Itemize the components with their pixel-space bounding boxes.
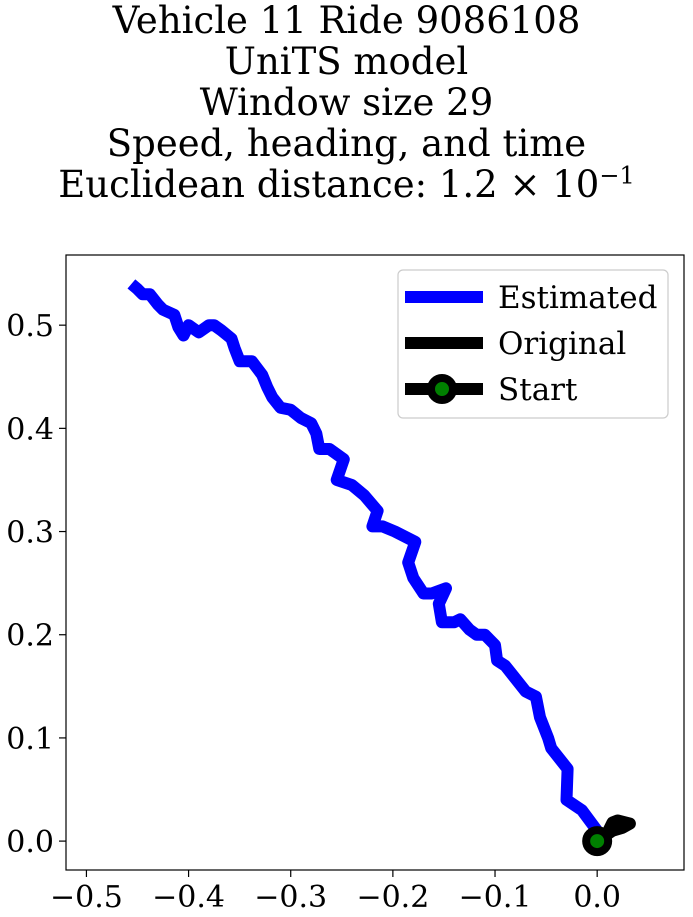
start-marker — [582, 826, 613, 857]
legend-label-estimated: Estimated — [498, 280, 657, 316]
legend-label-original: Original — [498, 326, 626, 362]
x-tick-label: −0.5 — [50, 880, 123, 915]
title-line-1: Vehicle 11 Ride 9086108 — [112, 0, 581, 42]
x-tick-label: 0.0 — [573, 880, 621, 915]
legend-box — [397, 269, 669, 419]
x-tick-label: −0.2 — [356, 880, 429, 915]
y-tick-label: 0.1 — [6, 722, 54, 757]
x-tick-label: −0.4 — [152, 880, 225, 915]
plot-area — [127, 279, 636, 857]
title-line-4: Speed, heading, and time — [106, 122, 587, 165]
y-tick-label: 0.2 — [6, 619, 54, 654]
chart-title: Vehicle 11 Ride 9086108 UniTS model Wind… — [0, 0, 693, 205]
legend-start-marker — [427, 374, 457, 404]
y-tick-label: 0.3 — [6, 516, 54, 551]
x-tick-label: −0.3 — [254, 880, 327, 915]
title-line-3: Window size 29 — [199, 81, 494, 124]
legend-label-start: Start — [498, 372, 578, 408]
distance-base: 10 — [552, 163, 600, 206]
distance-exponent: −1 — [599, 161, 635, 190]
x-tick-label: −0.1 — [459, 880, 532, 915]
distance-times: × — [509, 163, 541, 206]
legend: Estimated Original Start — [397, 269, 669, 419]
title-line-5: Euclidean distance: 1.2 × 10−1 — [0, 164, 693, 205]
distance-prefix: Euclidean distance: 1.2 — [58, 163, 498, 206]
plot-frame — [65, 254, 685, 871]
y-tick-label: 0.4 — [6, 412, 54, 447]
y-tick-label: 0.0 — [6, 825, 54, 860]
y-tick-label: 0.5 — [6, 309, 54, 344]
series-estimated-line — [127, 279, 603, 835]
title-line-2: UniTS model — [224, 40, 469, 83]
